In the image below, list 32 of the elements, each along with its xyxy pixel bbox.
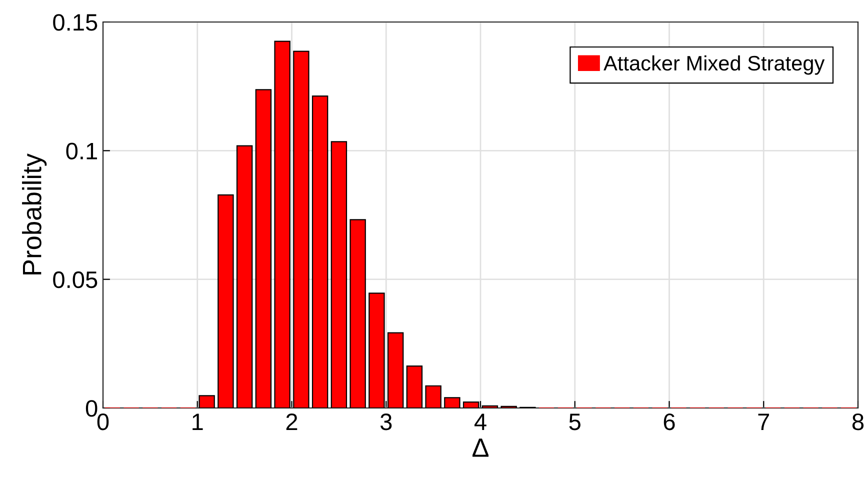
x-tick-label: 4 [474, 414, 486, 430]
bar [462, 402, 480, 408]
bar [482, 405, 498, 408]
x-tick-label: 7 [758, 414, 770, 430]
bar [293, 50, 310, 408]
bar [198, 395, 215, 408]
bar [236, 145, 253, 408]
x-tick-label: 8 [852, 413, 864, 430]
x-tick-label: 1 [192, 414, 203, 430]
bar [406, 366, 423, 408]
y-tick-label: 0 [86, 400, 98, 417]
y-tick-label: 0.15 [53, 14, 98, 31]
x-tick-label: 0 [97, 413, 109, 430]
x-tick-label: 5 [569, 414, 580, 430]
x-axis-title: Δ [472, 438, 489, 457]
bar [312, 96, 328, 408]
x-tick-label: 3 [380, 413, 392, 430]
bar [255, 89, 272, 408]
legend-label: Attacker Mixed Strategy [604, 55, 825, 75]
bar [444, 397, 460, 408]
x-tick-label: 6 [664, 413, 675, 430]
y-tick-label: 0.05 [53, 271, 98, 288]
y-tick-label: 0.1 [66, 142, 97, 160]
bar [387, 332, 404, 408]
bar [274, 40, 290, 408]
y-axis-title: Probability [22, 153, 47, 274]
bar [218, 194, 234, 408]
bar [350, 219, 366, 408]
bar [425, 385, 442, 408]
x-tick-label: 2 [286, 413, 298, 430]
bar [368, 292, 385, 408]
bar [330, 141, 348, 408]
